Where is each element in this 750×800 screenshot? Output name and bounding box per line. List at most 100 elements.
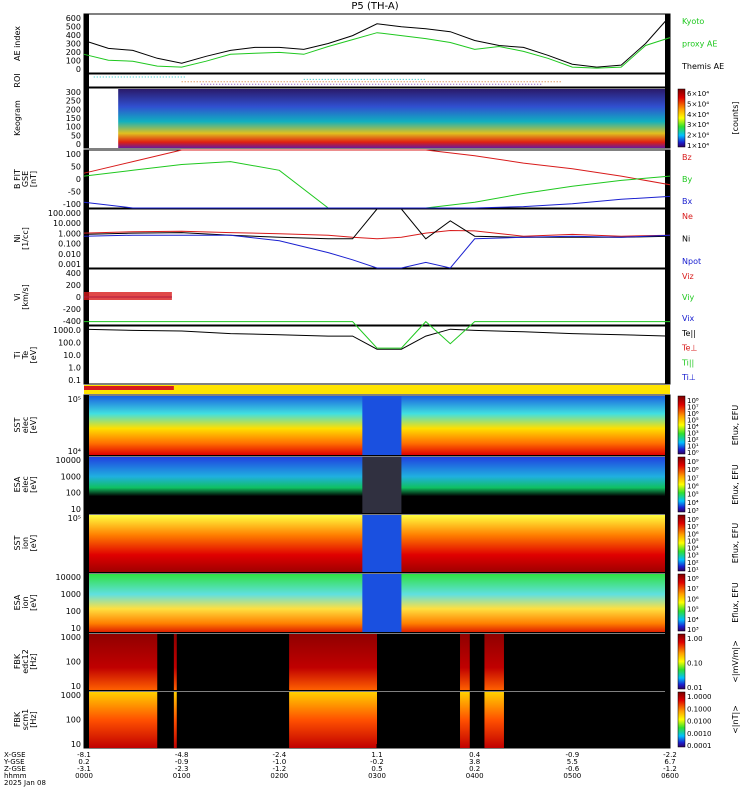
roi-ylabel: ROI xyxy=(13,73,22,87)
temperature-ytick: 10.0 xyxy=(63,351,81,360)
esa_e-cbar-label: Eflux, EFU xyxy=(731,464,740,505)
temperature-ytick: 100.0 xyxy=(58,339,81,348)
ae-edge-right xyxy=(665,14,670,73)
density-ytick: 100.000 xyxy=(48,209,81,218)
sst_i-colorbar xyxy=(677,514,686,572)
density-legend-item: Npot xyxy=(682,257,701,266)
density-line-black xyxy=(83,208,671,240)
density-ytick: 0.001 xyxy=(58,260,81,269)
esa_i-cbar-tick: 10⁶ xyxy=(687,595,699,603)
keogram-cbar-tick: 1×10⁴ xyxy=(687,142,709,150)
footer-x-gse: -0.9 xyxy=(565,751,579,759)
esa_i-ylabel: [eV] xyxy=(29,594,38,611)
velocity-edge-right xyxy=(665,269,670,325)
footer-x-gse: 1.1 xyxy=(371,751,382,759)
ae-ytick: 0 xyxy=(76,65,81,74)
esa_i-edge-right xyxy=(665,573,670,632)
fbk_e-gap xyxy=(377,634,461,690)
density-line-blue xyxy=(83,234,671,269)
esa_i-ylabel: ion xyxy=(21,596,30,608)
density-legend-item: Ni xyxy=(682,235,690,244)
ae-legend-item: proxy AE xyxy=(682,40,717,49)
sst_i-cbar-tick: 10⁸ xyxy=(687,516,699,524)
footer-z-gse: -0.6 xyxy=(565,765,579,773)
fbk_b-gap xyxy=(176,692,290,748)
temperature-panel: 1000.0 100.0 10.0 1.0 0.1 Ti Te [eV] xyxy=(13,325,671,385)
footer-z-gse: -2.3 xyxy=(175,765,189,773)
esa_e-cbar-tick: 10⁷ xyxy=(687,474,699,482)
sst_i-cbar-tick: 10³ xyxy=(687,552,699,560)
roi-edge-right xyxy=(665,74,670,87)
esa_i-cbar-tick: 10⁷ xyxy=(687,585,699,593)
esa_i-cbar-tick: 10³ xyxy=(687,626,699,634)
footer-hhmm: 0200 xyxy=(270,772,288,780)
esa_e-ytick: 1000 xyxy=(61,472,81,481)
esa_i-edge-left xyxy=(84,573,89,632)
ae-edge-left xyxy=(84,14,89,73)
keogram-nodata xyxy=(89,89,119,148)
ae-ytick: 100 xyxy=(66,57,81,66)
density-edge-right xyxy=(665,209,670,268)
footer-z-gse: 0.2 xyxy=(469,765,480,773)
ae-ytick: 600 xyxy=(66,14,81,23)
sst_e-ylabel: SST xyxy=(13,417,22,432)
ae-line-green xyxy=(83,32,671,69)
density-ytick: 1.000 xyxy=(58,229,81,238)
temperature-legend-item: Te⊥ xyxy=(681,344,697,353)
sst_i-cbar-tick: 10² xyxy=(687,559,699,567)
ae-ylabel: AE index xyxy=(13,26,22,61)
fbk_e-cbar-tick: 0.01 xyxy=(687,684,703,692)
ae-ytick: 300 xyxy=(66,40,81,49)
density-ytick: 10.000 xyxy=(53,219,81,228)
fbk_e-ylabel: edc12 xyxy=(21,649,30,674)
footer-hhmm: 0600 xyxy=(661,772,679,780)
fbk_b-ytick: 1000 xyxy=(61,691,81,700)
esa_i-ytick: 10 xyxy=(71,624,81,633)
keogram-cbar-tick: 5×10⁴ xyxy=(687,100,709,108)
keogram-ytick: 100 xyxy=(66,123,81,132)
bfield-ytick: 100 xyxy=(66,150,81,159)
density-ylabel: [1/cc] xyxy=(21,227,30,250)
footer-x-gse: -4.8 xyxy=(175,751,189,759)
footer-x-gse: -8.1 xyxy=(77,751,91,759)
footer-row-label: X-GSE xyxy=(4,751,26,759)
fbk_e-cbar-label: <|mV/m|> xyxy=(731,640,740,683)
velocity-legend: Viz Viy Vix xyxy=(682,272,695,323)
sst_i-edge-left xyxy=(84,514,89,572)
ae-ytick: 500 xyxy=(66,23,81,32)
fbk_e-ylabel: [Hz] xyxy=(29,653,38,669)
sst_e-cbar-tick: 10⁵ xyxy=(687,417,699,425)
esa_i-plasmasphere xyxy=(362,574,402,632)
bfield-legend-item: By xyxy=(682,175,692,184)
footer-z-gse: -1.2 xyxy=(663,765,677,773)
footer-row-label: hhmm xyxy=(4,772,27,780)
density-ytick: 0.010 xyxy=(58,250,81,259)
keogram-cbar-tick: 3×10⁴ xyxy=(687,121,709,129)
esa_i-panel: 10000 1000 100 10 ESA ion [eV] xyxy=(13,572,671,633)
footer-hhmm: 0000 xyxy=(75,772,93,780)
footer-z-gse: -1.2 xyxy=(272,765,286,773)
fbk_e-gap xyxy=(157,634,174,690)
fbk_e-gap xyxy=(176,634,290,690)
temperature-legend-item: Ti|| xyxy=(681,358,694,367)
esa_e-edge-left xyxy=(84,456,89,513)
ae-legend-item: Themis AE xyxy=(681,62,724,71)
velocity-legend-item: Viz xyxy=(682,272,694,281)
bfield-ytick: -100 xyxy=(63,200,81,209)
fbk_e-edge-left xyxy=(84,633,89,690)
esa_e-cbar-tick: 10⁴ xyxy=(687,499,699,507)
density-ytick: 0.100 xyxy=(58,240,81,249)
footer-hhmm: 0500 xyxy=(563,772,581,780)
keogram-edge-left xyxy=(84,88,89,148)
sst_i-ylabel: ion xyxy=(21,537,30,549)
velocity-ylabel: [km/s] xyxy=(21,284,30,310)
sst_e-ylabel: elec xyxy=(21,417,30,433)
fbk_b-ylabel: [Hz] xyxy=(29,711,38,727)
esa_e-cbar-tick: 10⁹ xyxy=(687,458,699,466)
velocity-ylabel: Vi xyxy=(13,293,22,301)
fbk_b-cbar-tick: 0.1000 xyxy=(687,705,712,713)
fbk_b-gap xyxy=(503,692,666,748)
fbk_e-ylabel: FBK xyxy=(13,653,22,669)
